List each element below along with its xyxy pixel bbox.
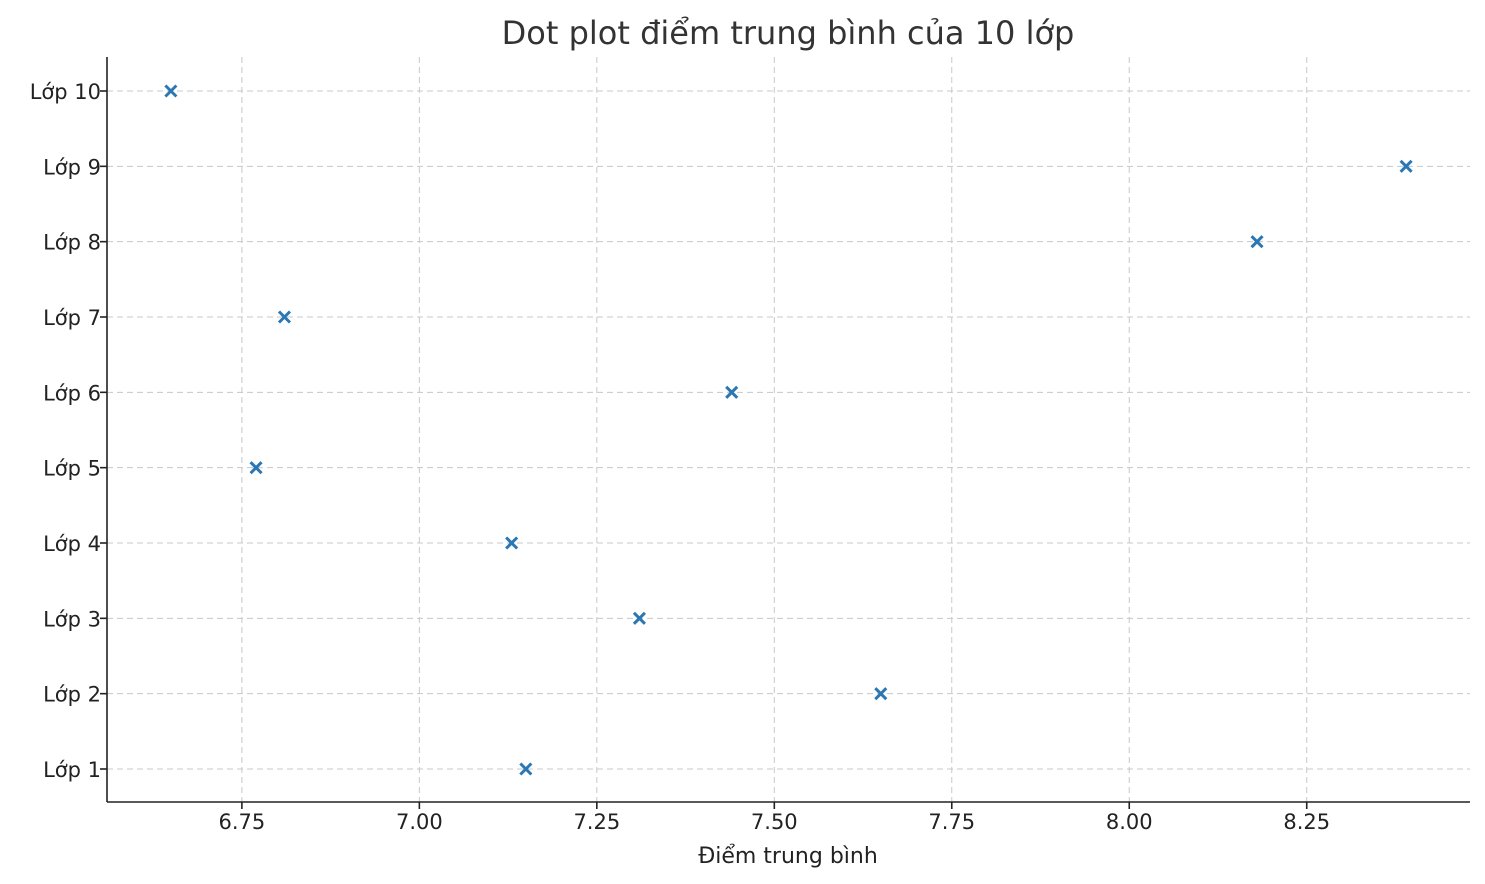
y-tick-label: Lớp 10	[30, 80, 101, 104]
grid-lines	[107, 57, 1470, 802]
y-tick-label: Lớp 1	[43, 758, 101, 782]
y-tick-label: Lớp 6	[43, 381, 101, 405]
x-tick-label: 7.75	[928, 810, 975, 834]
y-tick-label: Lớp 4	[43, 532, 101, 556]
data-point-marker	[1250, 235, 1264, 249]
y-tick-label: Lớp 5	[43, 457, 101, 481]
x-tick-label: 7.25	[573, 810, 620, 834]
data-point-marker	[1399, 159, 1413, 173]
chart-title: Dot plot điểm trung bình của 10 lớp	[502, 14, 1075, 52]
x-tick-label: 7.50	[751, 810, 798, 834]
data-point-marker	[164, 84, 178, 98]
x-tick-label: 8.00	[1106, 810, 1153, 834]
data-point-marker	[277, 310, 292, 324]
y-tick-label: Lớp 9	[43, 155, 101, 179]
y-tick-label: Lớp 8	[43, 231, 101, 255]
data-point-marker	[519, 762, 533, 776]
axes-spines	[106, 57, 1470, 803]
data-point-marker	[874, 687, 888, 701]
y-tick-label: Lớp 3	[43, 607, 101, 631]
data-point-marker	[249, 461, 263, 475]
data-markers	[164, 84, 1413, 776]
data-point-marker	[632, 611, 646, 625]
x-tick-label: 8.25	[1283, 810, 1330, 834]
data-point-marker	[505, 536, 519, 550]
x-tick-label: 6.75	[218, 810, 265, 834]
x-tick-label: 7.00	[396, 810, 443, 834]
y-tick-label: Lớp 2	[43, 683, 101, 707]
axis-ticks: 6.75 7.00 7.25 7.50 7.75 8.00 8.25 Lớp 1 Lớp 2 Lớ…	[30, 80, 1330, 834]
x-axis-label: Điểm trung bình	[698, 844, 878, 869]
data-point-marker	[725, 385, 739, 399]
y-tick-label: Lớp 7	[43, 306, 101, 330]
